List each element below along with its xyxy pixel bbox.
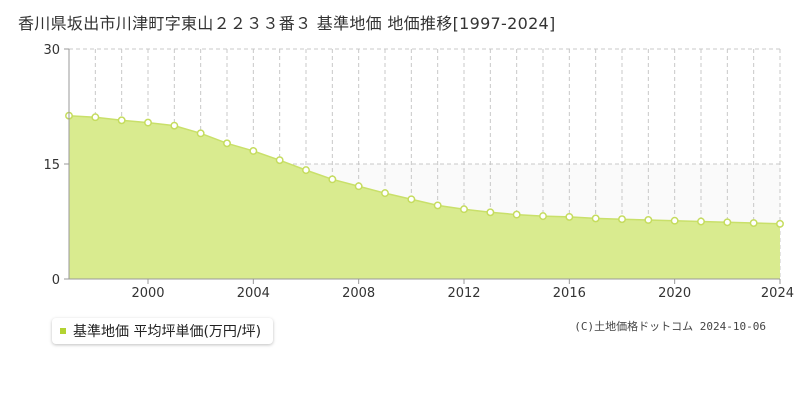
y-tick-label: 0	[52, 273, 60, 288]
tick-labels: 0 15 30 2000 2004 2008 2012 2016 2020 2024	[43, 43, 794, 301]
axes	[64, 48, 781, 284]
data-point	[697, 217, 705, 226]
series-area	[69, 115, 780, 279]
series-line	[68, 114, 781, 225]
data-point	[407, 195, 416, 204]
data-point	[591, 214, 600, 223]
legend-swatch	[60, 328, 66, 334]
y-tick-label: 15	[43, 158, 60, 173]
x-tick-label: 2000	[131, 286, 164, 301]
data-point	[170, 121, 179, 130]
legend-label: 基準地価 平均坪単価(万円/坪)	[73, 324, 262, 340]
data-point	[644, 216, 653, 224]
y-tick-label: 30	[43, 43, 60, 58]
x-tick-label: 2004	[237, 286, 270, 301]
data-point	[328, 175, 337, 184]
x-tick-label: 2024	[761, 286, 794, 301]
data-point	[117, 116, 126, 125]
x-tick-label: 2008	[342, 286, 375, 301]
data-point	[302, 166, 310, 175]
chart-title: 香川県坂出市川津町字東山２２３３番３ 基準地価 地価推移[1997-2024]	[18, 14, 556, 33]
data-point	[723, 218, 732, 227]
data-point	[196, 129, 205, 138]
data-point	[776, 219, 784, 228]
data-point	[749, 219, 758, 227]
data-point	[354, 182, 363, 191]
data-point	[460, 205, 468, 214]
data-point	[670, 216, 679, 225]
x-tick-label: 2016	[553, 286, 586, 301]
copyright-text: (C)土地価格ドットコム 2024-10-06	[574, 320, 766, 333]
data-point	[618, 215, 626, 224]
data-point	[381, 189, 389, 198]
x-tick-label: 2012	[447, 286, 480, 301]
data-point	[565, 212, 574, 221]
legend: 基準地価 平均坪単価(万円/坪)	[52, 318, 274, 344]
data-point	[486, 208, 495, 217]
data-point	[91, 113, 100, 122]
data-point	[223, 139, 231, 148]
x-tick-label: 2020	[658, 286, 691, 301]
data-point	[539, 212, 547, 221]
data-point	[275, 156, 284, 165]
data-point	[249, 147, 258, 155]
series-points	[65, 111, 784, 228]
data-point	[433, 201, 442, 210]
data-point	[144, 118, 152, 127]
data-point	[512, 210, 521, 219]
